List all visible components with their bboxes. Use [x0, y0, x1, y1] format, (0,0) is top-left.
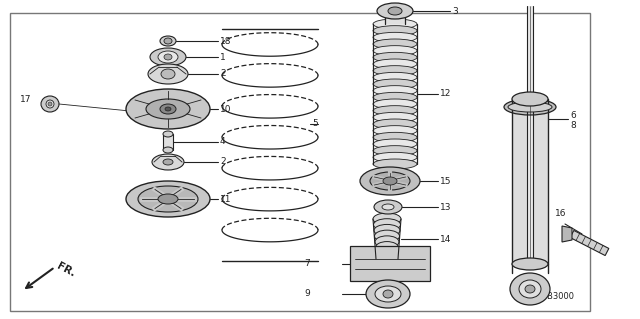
Text: 18: 18	[220, 36, 232, 46]
Ellipse shape	[126, 89, 210, 129]
Ellipse shape	[374, 225, 400, 236]
Ellipse shape	[373, 119, 417, 129]
Bar	[527, 6, 533, 264]
Ellipse shape	[512, 92, 548, 106]
Ellipse shape	[160, 104, 176, 114]
Ellipse shape	[150, 48, 186, 66]
Ellipse shape	[504, 99, 556, 115]
Bar	[512, 99, 548, 264]
Ellipse shape	[126, 181, 210, 217]
Ellipse shape	[373, 52, 417, 62]
Ellipse shape	[160, 36, 176, 46]
Ellipse shape	[373, 146, 417, 156]
Text: 1: 1	[220, 53, 226, 62]
Bar	[163, 134, 173, 150]
Ellipse shape	[164, 38, 172, 44]
Ellipse shape	[374, 219, 401, 231]
Ellipse shape	[375, 286, 401, 302]
Text: 3: 3	[452, 6, 458, 16]
Ellipse shape	[376, 241, 399, 254]
Ellipse shape	[370, 172, 410, 190]
Ellipse shape	[373, 126, 417, 136]
Ellipse shape	[388, 7, 402, 15]
Ellipse shape	[383, 177, 397, 185]
Ellipse shape	[148, 64, 188, 84]
Ellipse shape	[163, 131, 173, 137]
Ellipse shape	[161, 69, 175, 79]
Text: 12: 12	[440, 90, 451, 99]
Ellipse shape	[163, 147, 173, 153]
Ellipse shape	[373, 66, 417, 76]
Ellipse shape	[373, 26, 417, 36]
Ellipse shape	[373, 112, 417, 122]
Ellipse shape	[375, 236, 399, 248]
Ellipse shape	[373, 159, 417, 169]
Ellipse shape	[373, 59, 417, 69]
Text: 13: 13	[440, 203, 451, 211]
Ellipse shape	[373, 39, 417, 49]
Ellipse shape	[508, 102, 552, 112]
Ellipse shape	[373, 106, 417, 116]
Ellipse shape	[146, 99, 190, 119]
Text: 8: 8	[570, 121, 576, 130]
Text: 10: 10	[220, 105, 232, 114]
Ellipse shape	[41, 96, 59, 112]
Ellipse shape	[373, 152, 417, 162]
Ellipse shape	[360, 167, 420, 195]
Text: 17: 17	[20, 95, 31, 105]
Ellipse shape	[152, 154, 184, 170]
Text: 5: 5	[312, 120, 317, 129]
Ellipse shape	[373, 19, 417, 29]
Ellipse shape	[383, 290, 393, 298]
Ellipse shape	[374, 200, 402, 214]
Ellipse shape	[164, 54, 172, 60]
Ellipse shape	[373, 132, 417, 142]
Bar	[350, 246, 430, 281]
Ellipse shape	[165, 107, 171, 111]
Text: S823-B3000: S823-B3000	[524, 292, 575, 301]
Bar	[385, 9, 405, 24]
Text: FR.: FR.	[55, 261, 77, 279]
Text: 2: 2	[220, 158, 226, 167]
Ellipse shape	[373, 99, 417, 109]
Text: 6: 6	[570, 110, 576, 120]
Polygon shape	[562, 226, 572, 242]
Polygon shape	[570, 230, 609, 256]
Ellipse shape	[138, 186, 198, 212]
Ellipse shape	[525, 285, 535, 293]
Ellipse shape	[373, 213, 401, 225]
Ellipse shape	[512, 258, 548, 270]
Ellipse shape	[158, 194, 178, 204]
Text: 9: 9	[304, 290, 310, 299]
Ellipse shape	[373, 86, 417, 96]
Text: 2: 2	[220, 70, 226, 78]
Ellipse shape	[158, 51, 178, 63]
Ellipse shape	[373, 92, 417, 102]
Ellipse shape	[48, 102, 52, 106]
Ellipse shape	[376, 247, 398, 259]
Ellipse shape	[46, 100, 54, 108]
Ellipse shape	[373, 72, 417, 82]
Ellipse shape	[382, 204, 394, 210]
Text: 15: 15	[440, 176, 451, 186]
Text: 11: 11	[220, 195, 232, 204]
Text: 4: 4	[220, 137, 226, 146]
Ellipse shape	[373, 139, 417, 149]
Ellipse shape	[374, 230, 399, 242]
Ellipse shape	[163, 159, 173, 165]
Text: 16: 16	[555, 210, 566, 219]
Ellipse shape	[373, 32, 417, 42]
Ellipse shape	[373, 46, 417, 56]
Text: 7: 7	[304, 259, 310, 269]
Ellipse shape	[377, 3, 413, 19]
Ellipse shape	[385, 4, 405, 14]
Ellipse shape	[510, 273, 550, 305]
Ellipse shape	[376, 253, 397, 265]
Ellipse shape	[519, 280, 541, 298]
Ellipse shape	[373, 79, 417, 89]
Text: 14: 14	[440, 234, 451, 243]
Ellipse shape	[366, 280, 410, 308]
